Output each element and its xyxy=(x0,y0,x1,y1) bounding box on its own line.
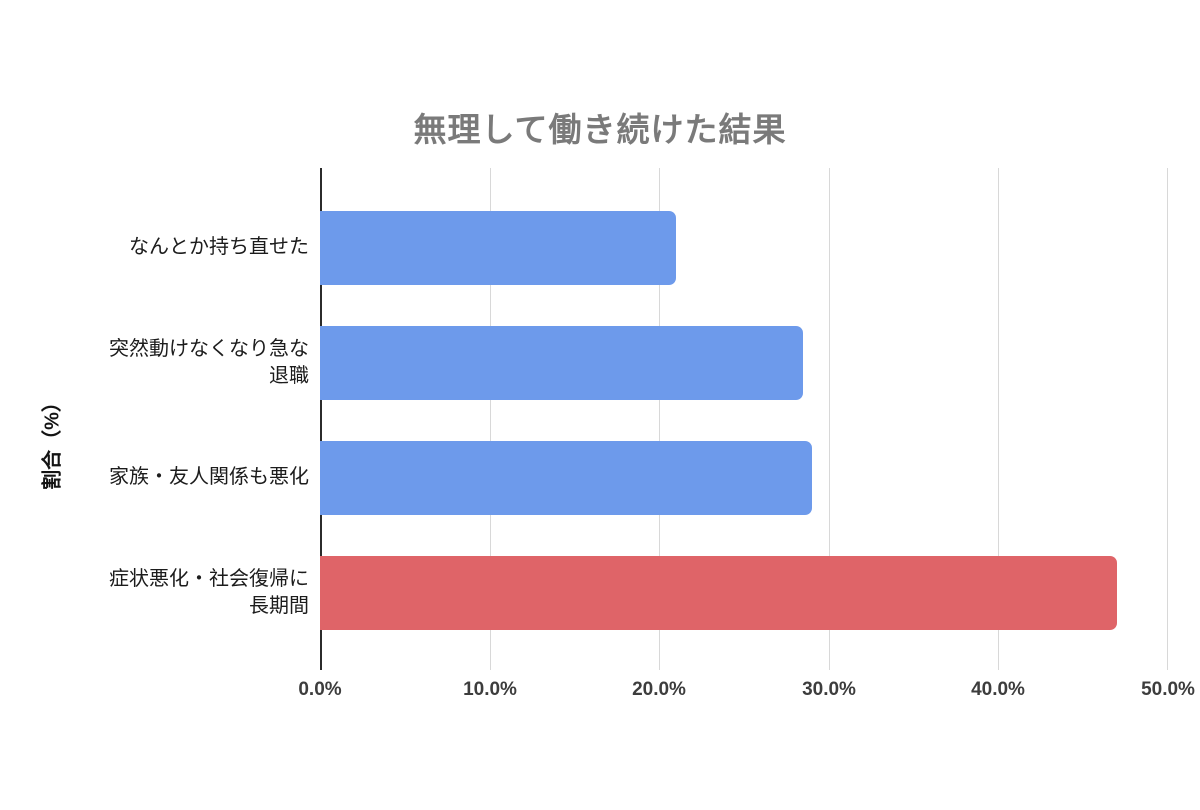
gridline-20pct xyxy=(659,168,661,670)
x-tick-label: 0.0% xyxy=(298,679,342,700)
category-label: 突然動けなくなり急な退職 xyxy=(109,337,309,387)
x-tick-label: 20.0% xyxy=(632,679,686,700)
plot-area xyxy=(320,168,1168,670)
bar-symptoms-worsened xyxy=(320,555,1118,630)
bar-rows: なんとか持ち直せた 突然動けなくなり急な退職 家族・友人関係も悪化 症 xyxy=(0,190,1168,650)
category-label: 症状悪化・社会復帰に長期間 xyxy=(109,567,309,617)
x-axis-ticks: 0.0% 10.0% 20.0% 30.0% 40.0% 50.0% xyxy=(0,679,1200,707)
bar-recovered-somehow xyxy=(320,210,677,285)
bar-relationships-worsened xyxy=(320,440,812,515)
bar-row: 突然動けなくなり急な退職 xyxy=(0,305,1168,420)
gridline-30pct xyxy=(828,168,830,670)
category-label: 家族・友人関係も悪化 xyxy=(109,466,309,488)
bar-row: 症状悪化・社会復帰に長期間 xyxy=(0,535,1168,650)
x-tick-label: 40.0% xyxy=(971,679,1025,700)
bar-sudden-resignation xyxy=(320,325,804,400)
x-tick-label: 50.0% xyxy=(1141,679,1195,700)
bar-row: なんとか持ち直せた xyxy=(0,190,1168,305)
chart-title: 無理して働き続けた結果 xyxy=(413,111,787,148)
x-tick-label: 10.0% xyxy=(463,679,517,700)
gridline-10pct xyxy=(490,168,492,670)
gridline-50pct xyxy=(1167,168,1168,670)
x-tick-label: 30.0% xyxy=(802,679,856,700)
category-label: なんとか持ち直せた xyxy=(129,236,309,258)
bar-row: 家族・友人関係も悪化 xyxy=(0,420,1168,535)
gridline-40pct xyxy=(997,168,999,670)
